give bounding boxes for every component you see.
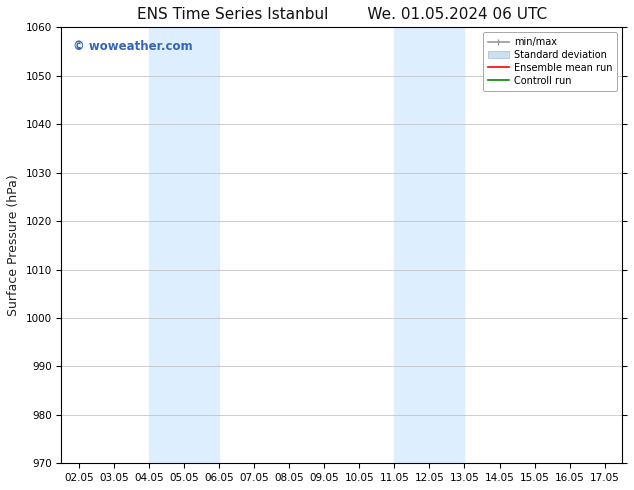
Text: © woweather.com: © woweather.com <box>73 40 192 53</box>
Legend: min/max, Standard deviation, Ensemble mean run, Controll run: min/max, Standard deviation, Ensemble me… <box>483 32 618 91</box>
Y-axis label: Surface Pressure (hPa): Surface Pressure (hPa) <box>7 174 20 316</box>
Bar <box>394 27 465 464</box>
Bar <box>149 27 219 464</box>
Title: ENS Time Series Istanbul        We. 01.05.2024 06 UTC: ENS Time Series Istanbul We. 01.05.2024 … <box>137 7 547 22</box>
